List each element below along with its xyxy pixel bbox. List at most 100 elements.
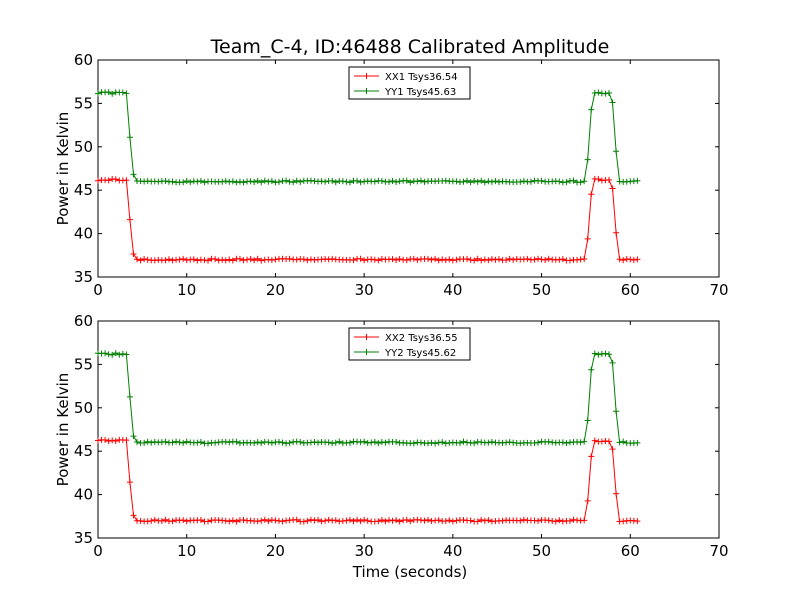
data-point <box>538 177 545 184</box>
data-point <box>495 256 502 263</box>
data-point <box>322 517 329 524</box>
data-point <box>304 517 311 524</box>
data-point <box>102 350 109 357</box>
data-point <box>116 351 123 358</box>
data-point <box>148 439 155 446</box>
data-point <box>169 178 176 185</box>
data-point <box>627 256 634 263</box>
data-point <box>403 257 410 264</box>
data-point <box>357 439 364 446</box>
data-point <box>613 229 620 236</box>
data-point <box>137 257 144 264</box>
data-point <box>251 178 258 185</box>
data-point <box>318 518 325 525</box>
data-point <box>130 512 137 519</box>
data-point <box>613 148 620 155</box>
data-point <box>141 439 148 446</box>
data-point <box>616 439 623 446</box>
data-point <box>492 178 499 185</box>
data-point <box>556 256 563 263</box>
data-point <box>176 439 183 446</box>
data-point <box>634 256 641 263</box>
data-point <box>361 516 368 523</box>
data-point <box>605 90 612 97</box>
data-point <box>634 177 641 184</box>
data-point <box>307 177 314 184</box>
data-point <box>442 440 449 447</box>
data-point <box>226 518 233 525</box>
y-tick-label: 60 <box>74 51 93 69</box>
data-point <box>581 517 588 524</box>
data-point <box>112 437 119 444</box>
data-point <box>382 518 389 525</box>
data-point <box>566 517 573 524</box>
data-point <box>222 257 229 264</box>
data-point <box>428 439 435 446</box>
data-point <box>346 179 353 186</box>
data-point <box>109 437 116 444</box>
data-point <box>205 440 212 447</box>
data-point <box>435 439 442 446</box>
data-point <box>275 517 282 524</box>
y-tick-label: 35 <box>74 529 93 547</box>
data-point <box>105 351 112 358</box>
data-point <box>467 256 474 263</box>
data-point <box>240 516 247 523</box>
data-point <box>329 255 336 262</box>
data-point <box>446 256 453 263</box>
data-point <box>456 439 463 446</box>
data-point <box>233 518 240 525</box>
data-point <box>620 518 627 525</box>
data-point <box>471 177 478 184</box>
y-tick-label: 50 <box>74 399 93 417</box>
data-point <box>549 517 556 524</box>
data-point <box>162 516 169 523</box>
data-point <box>432 440 439 447</box>
data-point <box>112 350 119 357</box>
data-point <box>417 177 424 184</box>
data-point <box>268 257 275 264</box>
data-point <box>446 517 453 524</box>
data-point <box>371 256 378 263</box>
data-point <box>634 439 641 446</box>
data-point <box>385 178 392 185</box>
y-tick-label: 40 <box>74 486 93 504</box>
data-point <box>545 255 552 262</box>
data-point <box>584 156 591 163</box>
data-point <box>119 89 126 96</box>
data-point <box>425 440 432 447</box>
data-point <box>95 437 101 444</box>
data-point <box>368 439 375 446</box>
data-point <box>634 518 641 525</box>
data-point <box>190 256 197 263</box>
x-tick-label: 30 <box>355 542 374 560</box>
data-point <box>346 439 353 446</box>
data-point <box>410 255 417 262</box>
data-point <box>357 255 364 262</box>
data-point <box>112 176 119 183</box>
legend-box <box>348 327 471 361</box>
y-tick-label: 40 <box>74 225 93 243</box>
data-point <box>350 518 357 525</box>
data-point <box>261 177 268 184</box>
data-point <box>357 179 364 186</box>
data-point <box>605 438 612 445</box>
data-point <box>254 439 261 446</box>
data-point <box>102 436 109 443</box>
data-point <box>595 176 602 183</box>
data-point <box>176 256 183 263</box>
data-point <box>240 179 247 186</box>
data-point <box>577 179 584 186</box>
data-point <box>258 440 265 447</box>
data-point <box>527 178 534 185</box>
data-point <box>315 439 322 446</box>
data-point <box>474 178 481 185</box>
data-point <box>201 179 208 186</box>
data-point <box>488 178 495 185</box>
data-point <box>481 517 488 524</box>
data-point <box>109 90 116 97</box>
data-point <box>414 256 421 263</box>
data-point <box>169 257 176 264</box>
data-point <box>442 257 449 264</box>
data-point <box>375 257 382 264</box>
